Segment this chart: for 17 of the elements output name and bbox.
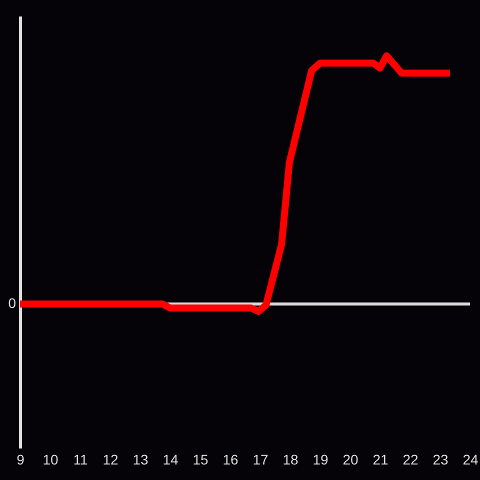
x-tick-label: 18 [282,452,298,468]
x-tick-label: 12 [102,452,118,468]
x-tick-label: 19 [312,452,328,468]
x-tick-label: 11 [73,452,88,468]
text: 0 [8,295,16,311]
x-tick-label: 15 [192,452,208,468]
x-tick-label: 10 [42,452,58,468]
x-tick-label: 16 [222,452,238,468]
x-tick-label: 20 [342,452,358,468]
x-tick-label: 24 [462,452,478,468]
x-tick-label: 9 [16,452,25,468]
x-tick-label: 17 [252,452,268,468]
x-tick-label: 23 [432,452,448,468]
x-tick-label: 13 [132,452,148,468]
x-tick-label: 14 [162,452,178,468]
x-tick-label: 21 [372,452,388,468]
x-tick-label: 22 [402,452,418,468]
